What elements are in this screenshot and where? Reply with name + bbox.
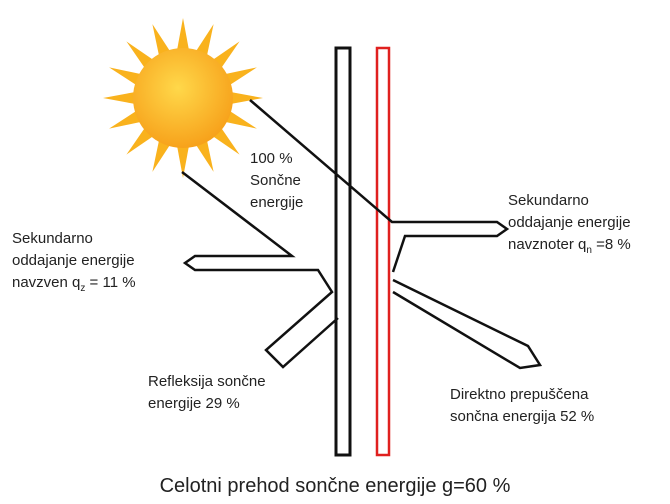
sun-ray: [229, 92, 264, 105]
reflection-label: Refleksija sončne: [148, 373, 266, 390]
inward-label: Sekundarno: [508, 192, 589, 209]
reflection-label: energije 29 %: [148, 395, 240, 412]
sun-disc: [133, 48, 233, 148]
inward-text: navznoter q: [508, 236, 586, 253]
inward-label: oddajanje energije: [508, 214, 631, 231]
transmitted-label: sončna energija 52 %: [450, 408, 594, 425]
sun-ray: [177, 18, 190, 53]
outward-label: navzven qz = 11 %: [12, 274, 136, 294]
sun: [103, 18, 263, 178]
outward-text: navzven q: [12, 274, 80, 291]
inward-rest: =8 %: [592, 236, 631, 253]
sun-ray: [103, 92, 138, 105]
transmitted-arrow: [393, 280, 540, 368]
transmitted-label: Direktno prepuščena: [450, 386, 589, 403]
outer-pane: [336, 48, 350, 455]
incoming-label: 100 %: [250, 150, 293, 167]
inward-label: navznoter qn =8 %: [508, 236, 631, 256]
diagram: 100 % Sončne energije Sekundarno oddajanje e…: [0, 0, 670, 504]
inner-pane: [377, 48, 389, 455]
footer: Celotni prehod sončne energije g=60 %: [160, 475, 511, 497]
outward-label: oddajanje energije: [12, 252, 135, 269]
outward-label: Sekundarno: [12, 230, 93, 247]
labels: 100 % Sončne energije Sekundarno oddajanje e…: [12, 150, 631, 425]
incoming-label: energije: [250, 194, 303, 211]
outward-rest: = 11 %: [85, 274, 135, 291]
incoming-label: Sončne: [250, 172, 301, 189]
